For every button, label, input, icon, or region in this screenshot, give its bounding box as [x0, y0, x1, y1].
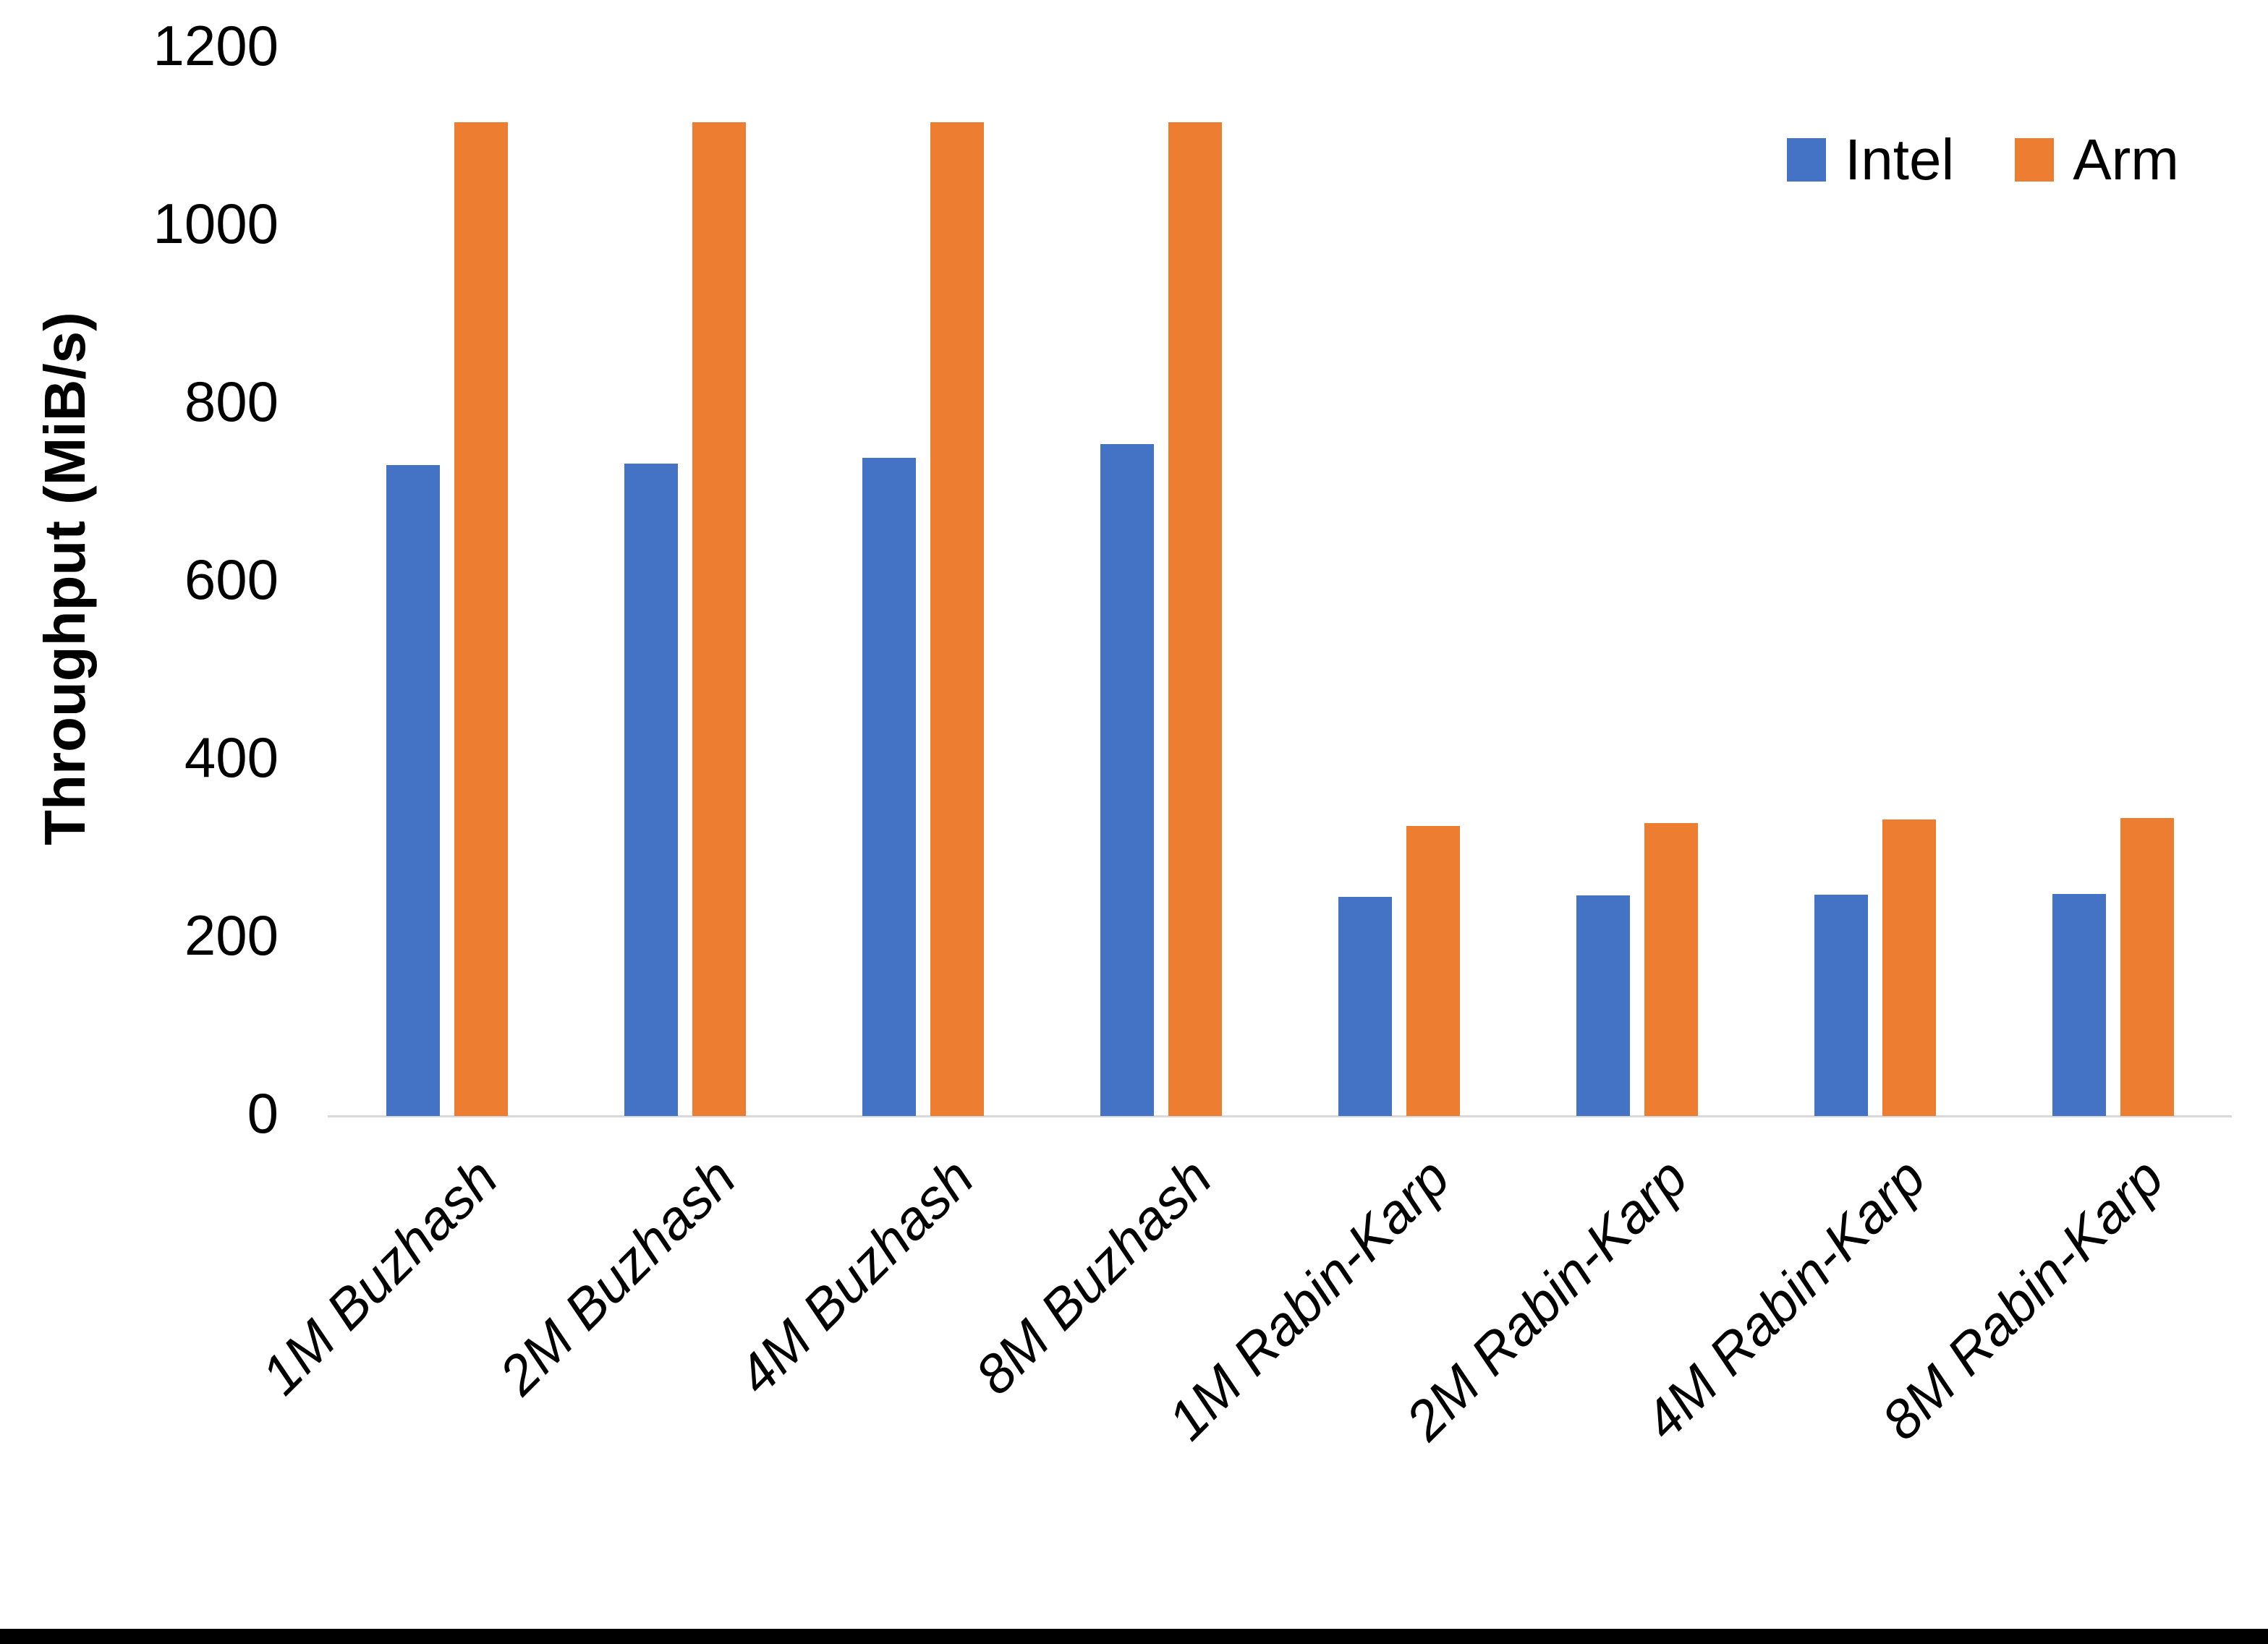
bar-intel-4m-buzhash	[862, 457, 916, 1116]
arm-legend-swatch	[2015, 138, 2055, 182]
bar-intel-4m-rabin-karp	[1814, 894, 1868, 1116]
y-tick-label: 1000	[153, 191, 279, 255]
x-category-label: 8M Buzhash	[963, 1146, 1223, 1407]
x-axis-line	[328, 1115, 2232, 1117]
bar-arm-8m-buzhash	[1168, 122, 1222, 1116]
bar-intel-8m-rabin-karp	[2052, 893, 2106, 1116]
x-category-label: 4M Buzhash	[725, 1146, 985, 1407]
bar-arm-4m-rabin-karp	[1882, 819, 1936, 1116]
legend-entry-arm: Arm	[2015, 127, 2179, 193]
bar-arm-8m-rabin-karp	[2120, 817, 2174, 1116]
bar-arm-1m-rabin-karp	[1406, 826, 1460, 1116]
bar-arm-4m-buzhash	[930, 122, 984, 1116]
bar-arm-2m-rabin-karp	[1644, 823, 1698, 1116]
y-tick-label: 800	[184, 369, 279, 433]
x-category-label: 1M Buzhash	[249, 1146, 509, 1407]
x-category-label: 2M Buzhash	[487, 1146, 747, 1407]
intel-legend-swatch	[1787, 138, 1826, 182]
bar-arm-1m-buzhash	[454, 122, 508, 1116]
legend-entry-intel: Intel	[1787, 127, 1954, 193]
intel-legend-label: Intel	[1845, 127, 1955, 192]
bar-arm-2m-buzhash	[692, 122, 746, 1116]
bar-intel-2m-buzhash	[624, 464, 678, 1116]
bar-intel-8m-buzhash	[1100, 444, 1154, 1116]
y-tick-label: 400	[184, 725, 279, 789]
y-tick-label: 200	[184, 903, 279, 967]
y-tick-label: 1200	[153, 13, 279, 77]
bar-intel-2m-rabin-karp	[1576, 895, 1630, 1116]
y-tick-label: 600	[184, 547, 279, 611]
arm-legend-label: Arm	[2073, 127, 2179, 192]
legend: Intel Arm	[1787, 127, 2179, 193]
y-tick-label: 0	[247, 1081, 279, 1145]
bar-intel-1m-rabin-karp	[1338, 897, 1392, 1116]
bottom-border-bar	[0, 1629, 2268, 1644]
bar-intel-1m-buzhash	[386, 464, 440, 1116]
